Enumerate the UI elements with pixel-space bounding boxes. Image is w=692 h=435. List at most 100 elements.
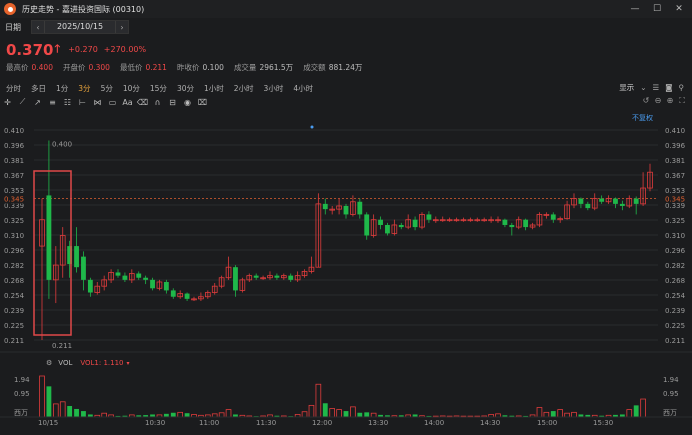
candle-body — [398, 224, 404, 228]
volume-bar — [46, 386, 52, 417]
dropdown-icon[interactable]: ▾ — [126, 359, 130, 367]
no-adjust-toggle[interactable]: 不复权 — [632, 114, 653, 122]
period-tabs: 分时 多日 1分 3分 5分 10分 15分 30分 1小时 2小时 3小时 4小时 显示 ⌄ ☰ ◙… — [0, 82, 692, 94]
candle-body — [405, 219, 412, 228]
channel-tool-icon[interactable]: ≡ — [49, 97, 56, 107]
eraser-icon[interactable]: ⌫ — [136, 97, 149, 107]
pattern-tool-icon[interactable]: ⋈ — [93, 97, 102, 107]
volume-bar — [613, 414, 618, 417]
candle-body — [67, 246, 73, 265]
x-tick-label: 11:00 — [199, 419, 219, 427]
y-tick-label: 0.211 — [4, 337, 24, 345]
volume-bar — [336, 409, 342, 418]
measure-tool-icon[interactable]: ⊢ — [79, 97, 86, 107]
prev-date-button[interactable]: ‹ — [36, 22, 40, 32]
volume-tick-right: 西万 — [663, 409, 677, 417]
volume-bar — [74, 408, 79, 417]
stat-item: 成交量 2961.5万 — [234, 62, 293, 73]
undo-icon[interactable]: ↺ — [642, 96, 650, 105]
period-tab[interactable]: 3小时 — [263, 83, 284, 93]
candle-body — [267, 275, 273, 279]
minimize-icon[interactable]: — — [630, 4, 640, 14]
candlestick-chart[interactable]: 0.410 0.410 0.396 0.396 0.381 0.381 0.367 0.367… — [0, 120, 692, 435]
period-tab[interactable]: 10分 — [122, 83, 140, 93]
volume-bar — [170, 412, 176, 417]
crosshair-icon[interactable]: ✛ — [4, 97, 11, 107]
candle-body — [557, 218, 563, 221]
period-tab[interactable]: 5分 — [100, 83, 113, 93]
settings-icon[interactable]: ☰ — [652, 83, 660, 92]
volume-bar — [177, 411, 184, 418]
gear-icon[interactable]: ⚙ — [46, 359, 53, 367]
period-tab[interactable]: 分时 — [6, 83, 21, 93]
candle-body — [108, 272, 114, 281]
rectangle-tool-icon[interactable]: ▭ — [108, 97, 117, 107]
candle-body — [87, 279, 93, 293]
volume-bar — [523, 415, 529, 417]
volume-bar — [101, 412, 107, 418]
y-tick-label-right: 0.396 — [665, 142, 686, 150]
period-tab[interactable]: 4小时 — [293, 83, 314, 93]
magnet-icon[interactable]: ∩ — [154, 97, 161, 107]
period-tab[interactable]: 2小时 — [233, 83, 254, 93]
stat-label: 开盘价 — [62, 63, 86, 72]
y-tick-label-right: 0.367 — [665, 172, 685, 180]
zoom-out-icon[interactable]: ⊖ — [654, 96, 662, 105]
link-icon[interactable]: ⚲ — [678, 83, 685, 92]
y-tick-label: 0.410 — [4, 127, 24, 135]
volume-bar — [59, 401, 66, 418]
candle-body — [59, 235, 66, 266]
ray-tool-icon[interactable]: ↗ — [34, 97, 41, 107]
candle-body — [432, 219, 439, 222]
candle-body — [239, 279, 246, 291]
lock-icon[interactable]: ⊟ — [169, 97, 176, 107]
candle-body — [591, 198, 598, 209]
candle-body — [509, 224, 515, 228]
candle-body — [198, 296, 204, 300]
stat-item: 成交额 881.24万 — [303, 62, 362, 73]
y-tick-label: 0.296 — [4, 247, 25, 255]
highlight-box — [33, 170, 72, 336]
maximize-icon[interactable]: ☐ — [652, 4, 662, 14]
candle-body — [280, 275, 287, 279]
x-tick-label: 12:00 — [312, 419, 332, 427]
date-value[interactable]: 2025/10/15 — [44, 21, 116, 33]
volume-bar — [115, 415, 121, 417]
candle-body — [136, 273, 142, 278]
date-picker[interactable]: ‹ 2025/10/15 › — [31, 20, 129, 34]
period-tab[interactable]: 1小时 — [203, 83, 224, 93]
volume-bar — [509, 415, 515, 417]
period-tab[interactable]: 30分 — [176, 83, 194, 93]
volume-bar — [233, 414, 238, 417]
volume-bar — [370, 412, 377, 418]
volume-bar — [163, 413, 169, 417]
y-tick-label: 0.282 — [4, 262, 24, 270]
candle-body — [439, 219, 446, 222]
fullscreen-icon[interactable]: ⛶ — [679, 96, 685, 105]
candle-body — [322, 203, 328, 210]
date-label: 日期 — [5, 22, 21, 32]
candle-body — [488, 219, 494, 222]
y-tick-label-right: 0.381 — [665, 157, 685, 165]
delete-icon[interactable]: ⌧ — [197, 97, 208, 107]
period-tab[interactable]: 15分 — [149, 83, 167, 93]
camera-icon[interactable]: ◙ — [665, 83, 673, 92]
display-menu[interactable]: 显示 ⌄ ☰ ◙ ⚲ — [619, 83, 685, 92]
close-icon[interactable]: ✕ — [675, 4, 683, 14]
eye-icon[interactable]: ◉ — [184, 97, 191, 107]
stat-item: 昨收价 0.100 — [177, 62, 224, 73]
period-tab[interactable]: 3分 — [78, 83, 91, 93]
volume-bar — [143, 415, 149, 417]
candle-body — [177, 293, 184, 298]
text-tool-icon[interactable]: Aa — [122, 97, 133, 107]
line-tool-icon[interactable]: ⟋ — [19, 97, 26, 106]
fib-tool-icon[interactable]: ☷ — [63, 97, 72, 107]
period-tab[interactable]: 1分 — [56, 83, 69, 93]
candle-body — [115, 272, 121, 276]
candle-body — [94, 285, 101, 293]
period-tab[interactable]: 多日 — [31, 83, 46, 93]
candle-body — [211, 285, 218, 293]
next-date-button[interactable]: › — [120, 22, 124, 32]
volume-bar — [633, 405, 639, 417]
zoom-in-icon[interactable]: ⊕ — [666, 96, 674, 105]
